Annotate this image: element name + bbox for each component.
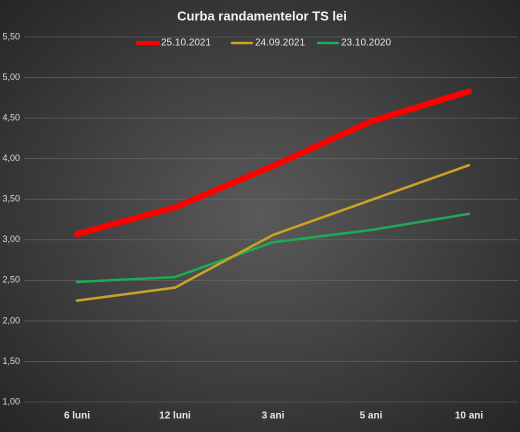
y-tick-label: 3,50 (2, 194, 20, 204)
legend-label: 24.09.2021 (255, 38, 305, 49)
y-tick-label: 5,00 (2, 72, 20, 82)
y-tick-label: 4,00 (2, 153, 20, 163)
chart-title: Curba randamentelor TS lei (177, 8, 347, 23)
y-tick-label: 5,50 (2, 31, 20, 41)
y-tick-label: 3,00 (2, 234, 20, 244)
x-tick-label: 3 ani (262, 411, 285, 422)
x-tick-label: 12 luni (159, 411, 191, 422)
y-tick-label: 2,50 (2, 275, 20, 285)
y-tick-label: 1,00 (2, 396, 20, 406)
y-tick-label: 1,50 (2, 356, 20, 366)
legend-label: 23.10.2020 (341, 38, 391, 49)
x-tick-label: 5 ani (360, 411, 383, 422)
y-tick-label: 4,50 (2, 112, 20, 122)
series-line (75, 212, 471, 284)
series-line (75, 163, 471, 302)
x-tick-label: 10 ani (455, 411, 484, 422)
series-line (74, 88, 472, 238)
x-tick-label: 6 luni (64, 411, 90, 422)
legend-label: 25.10.2021 (161, 38, 211, 49)
y-tick-label: 2,00 (2, 315, 20, 325)
